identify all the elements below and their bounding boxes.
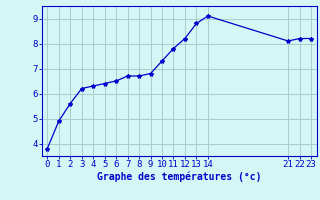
X-axis label: Graphe des températures (°c): Graphe des températures (°c)	[97, 172, 261, 182]
